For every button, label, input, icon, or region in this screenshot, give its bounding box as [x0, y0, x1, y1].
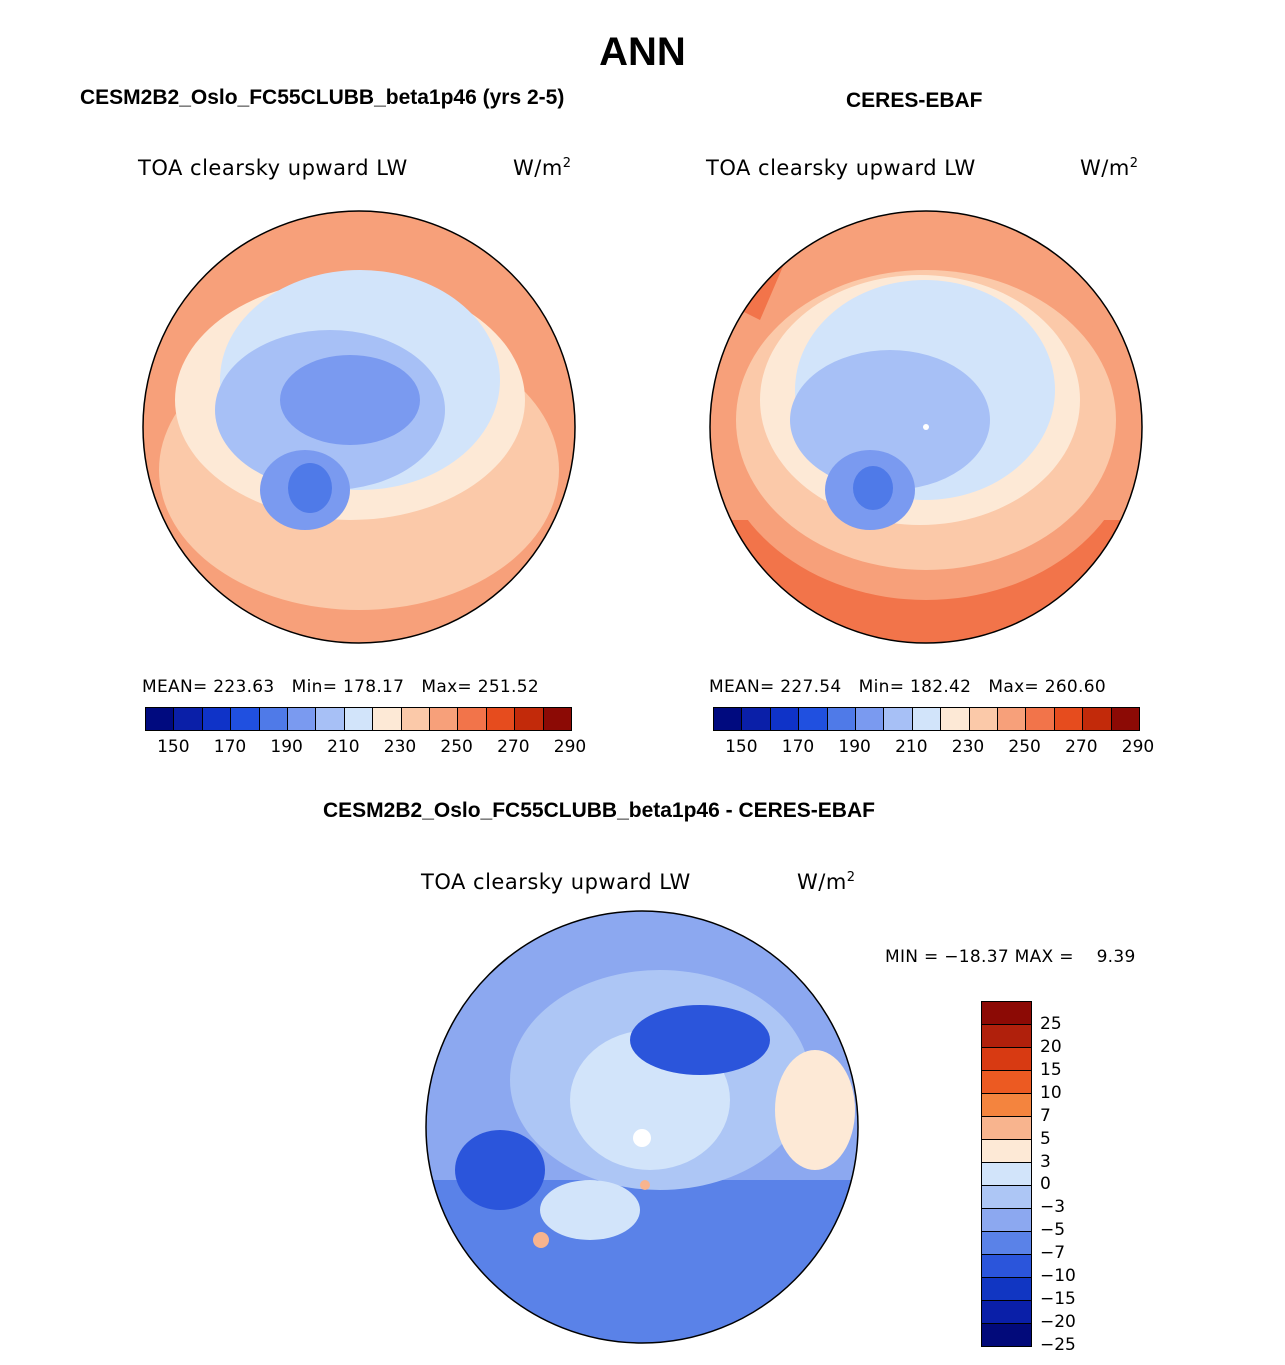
model-units-label: W/m2 — [513, 156, 572, 180]
colorbar-swatch — [827, 708, 857, 730]
colorbar-swatch — [202, 708, 232, 730]
colorbar-swatch — [344, 708, 374, 730]
obs-stats: MEAN= 227.54 Min= 182.42 Max= 260.60 — [709, 677, 1106, 697]
model-panel-title: CESM2B2_Oslo_FC55CLUBB_beta1p46 (yrs 2-5… — [80, 86, 565, 109]
colorbar-swatch — [982, 1071, 1031, 1094]
model-colorbar — [145, 707, 572, 731]
obs-panel-title: CERES-EBAF — [846, 89, 983, 112]
colorbar-swatch — [856, 708, 885, 730]
diff-colorbar — [981, 1001, 1032, 1347]
colorbar-swatch — [288, 708, 317, 730]
colorbar-tick-label: 7 — [1040, 1105, 1051, 1126]
colorbar-swatch — [1111, 708, 1140, 730]
colorbar-swatch — [515, 708, 544, 730]
obs-variable-label: TOA clearsky upward LW — [706, 156, 976, 180]
model-variable-label: TOA clearsky upward LW — [138, 156, 408, 180]
colorbar-tick-label: 230 — [951, 737, 985, 757]
model-stats: MEAN= 223.63 Min= 178.17 Max= 251.52 — [142, 677, 539, 697]
colorbar-swatch — [912, 708, 942, 730]
colorbar-swatch — [543, 708, 572, 730]
diff-units-label: W/m2 — [797, 870, 856, 894]
colorbar-tick-label: 190 — [270, 737, 303, 757]
colorbar-swatch — [982, 1140, 1031, 1163]
colorbar-tick-label: 150 — [725, 737, 758, 757]
colorbar-swatch — [982, 1048, 1031, 1071]
colorbar-tick-label: 210 — [327, 737, 360, 757]
colorbar-swatch — [174, 708, 203, 730]
colorbar-tick-label: −7 — [1040, 1243, 1066, 1264]
colorbar-swatch — [1083, 708, 1112, 730]
colorbar-tick-label: 250 — [440, 737, 473, 757]
colorbar-swatch — [982, 1301, 1031, 1324]
colorbar-swatch — [982, 1002, 1031, 1025]
colorbar-swatch — [486, 708, 516, 730]
colorbar-tick-label: 15 — [1040, 1059, 1062, 1080]
colorbar-swatch — [982, 1117, 1031, 1140]
colorbar-swatch — [982, 1278, 1031, 1301]
obs-units-label: W/m2 — [1080, 156, 1139, 180]
colorbar-swatch — [259, 708, 289, 730]
colorbar-swatch — [982, 1186, 1031, 1209]
colorbar-swatch — [982, 1209, 1031, 1232]
colorbar-swatch — [884, 708, 913, 730]
colorbar-tick-label: 5 — [1040, 1128, 1051, 1149]
colorbar-tick-label: 290 — [553, 737, 587, 757]
colorbar-tick-label: 0 — [1040, 1174, 1051, 1195]
colorbar-tick-label: 25 — [1040, 1013, 1062, 1034]
colorbar-swatch — [799, 708, 828, 730]
colorbar-tick-label: 150 — [157, 737, 190, 757]
colorbar-tick-label: 270 — [497, 737, 530, 757]
colorbar-swatch — [1026, 708, 1055, 730]
colorbar-swatch — [401, 708, 431, 730]
colorbar-swatch — [430, 708, 459, 730]
colorbar-tick-label: 270 — [1065, 737, 1098, 757]
colorbar-tick-label: −25 — [1040, 1335, 1076, 1355]
colorbar-swatch — [458, 708, 487, 730]
colorbar-swatch — [982, 1255, 1031, 1278]
colorbar-swatch — [231, 708, 260, 730]
colorbar-swatch — [146, 708, 175, 730]
colorbar-tick-label: 3 — [1040, 1151, 1051, 1172]
obs-colorbar — [713, 707, 1140, 731]
colorbar-swatch — [982, 1324, 1031, 1346]
colorbar-swatch — [373, 708, 402, 730]
colorbar-tick-label: −15 — [1040, 1289, 1076, 1310]
colorbar-tick-label: 20 — [1040, 1036, 1062, 1057]
colorbar-tick-label: −5 — [1040, 1220, 1066, 1241]
colorbar-swatch — [982, 1094, 1031, 1117]
colorbar-tick-label: 170 — [213, 737, 247, 757]
colorbar-swatch — [1054, 708, 1084, 730]
colorbar-tick-label: 210 — [895, 737, 928, 757]
diff-variable-label: TOA clearsky upward LW — [421, 870, 691, 894]
colorbar-swatch — [998, 708, 1027, 730]
colorbar-swatch — [982, 1163, 1031, 1186]
colorbar-tick-label: −20 — [1040, 1312, 1076, 1333]
colorbar-tick-label: 10 — [1040, 1082, 1062, 1103]
colorbar-tick-label: 250 — [1008, 737, 1041, 757]
colorbar-swatch — [714, 708, 743, 730]
colorbar-swatch — [316, 708, 345, 730]
colorbar-swatch — [982, 1232, 1031, 1255]
colorbar-tick-label: 170 — [781, 737, 815, 757]
colorbar-tick-label: −10 — [1040, 1266, 1076, 1287]
colorbar-swatch — [770, 708, 800, 730]
diff-minmax: MIN = −18.37 MAX = 9.39 — [885, 947, 1136, 967]
colorbar-tick-label: 190 — [838, 737, 871, 757]
colorbar-swatch — [982, 1025, 1031, 1048]
colorbar-swatch — [742, 708, 771, 730]
colorbar-tick-label: 290 — [1121, 737, 1155, 757]
colorbar-tick-label: −3 — [1040, 1197, 1066, 1218]
colorbar-tick-label: 230 — [383, 737, 417, 757]
colorbar-swatch — [969, 708, 999, 730]
diff-panel-title: CESM2B2_Oslo_FC55CLUBB_beta1p46 - CERES-… — [323, 799, 875, 822]
season-title: ANN — [599, 30, 686, 74]
colorbar-swatch — [941, 708, 970, 730]
